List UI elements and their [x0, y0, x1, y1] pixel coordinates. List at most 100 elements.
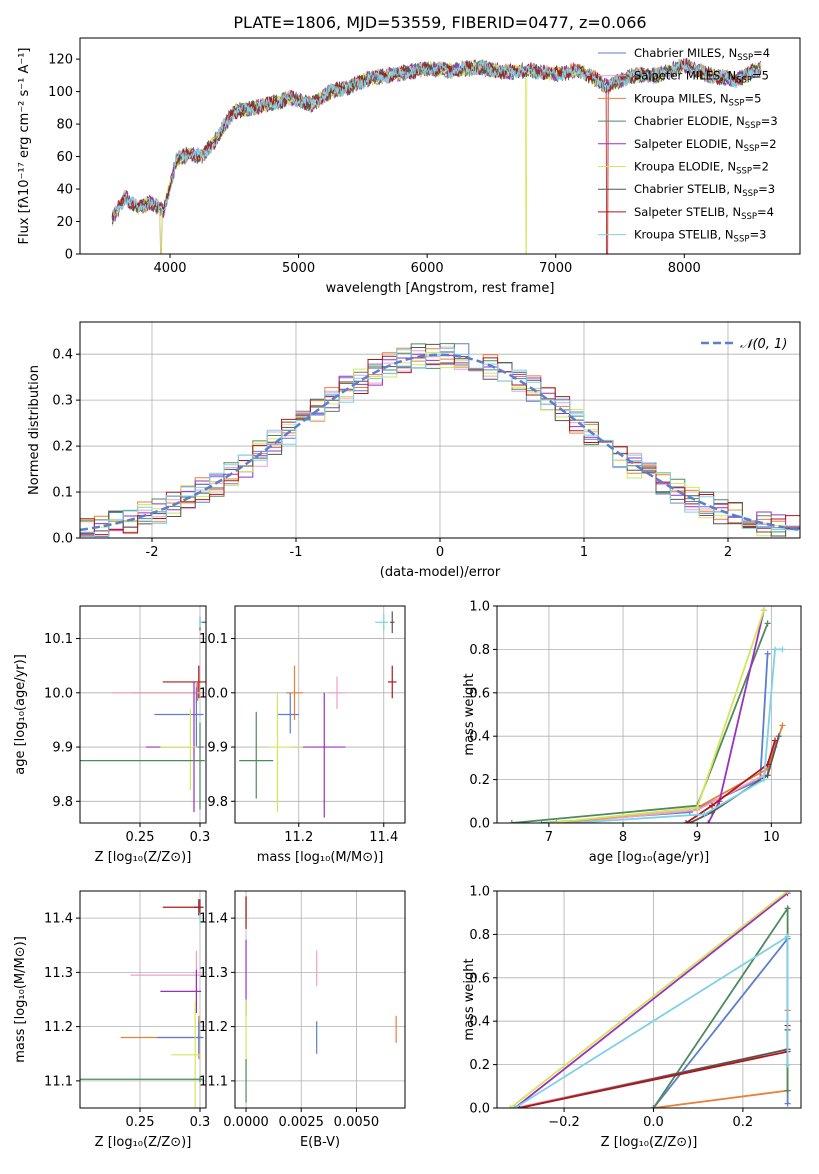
y-tick-label: 0.6 — [469, 971, 490, 986]
panel-mass-vs-Z: 0.25 0.3 11.1 11.2 11.3 11.4 Z [log₁₀(Z/Z⊙)] ma… — [13, 890, 210, 1150]
legend-subscript: SSP — [736, 167, 752, 177]
x-axis-label: E(B-V) — [300, 1135, 340, 1150]
plot-area — [245, 896, 397, 1103]
x-tick-label: 5000 — [282, 261, 315, 276]
x-tick-label: 4000 — [153, 261, 186, 276]
spectrum-line — [111, 59, 762, 254]
y-tick-label: 0.2 — [469, 773, 490, 788]
y-tick-label: 120 — [48, 53, 73, 68]
plot-area — [508, 607, 786, 823]
y-tick-label: 0.4 — [52, 348, 73, 363]
weight-marker — [568, 820, 575, 823]
legend-label: Chabrier STELIB, NSSP=3 — [634, 182, 775, 199]
x-axis-label: Z [log₁₀(Z/Z⊙)] — [95, 850, 192, 865]
y-tick-label: 0.4 — [469, 1015, 490, 1030]
weight-marker — [764, 650, 771, 657]
y-axis-label: age [log₁₀(age/yr)] — [13, 654, 28, 775]
x-tick-label: 0.0025 — [278, 1115, 324, 1130]
y-tick-label: 0.2 — [52, 440, 73, 455]
weight-marker — [784, 1061, 791, 1068]
x-tick-label: 8 — [619, 830, 627, 845]
weight-marker — [553, 820, 560, 823]
y-tick-label: 0.8 — [469, 928, 490, 943]
cumulative-weight-line — [653, 1010, 789, 1108]
x-tick-label: 0.25 — [126, 830, 155, 845]
weight-marker — [775, 733, 782, 740]
panel-age-vs-Z: 0.25 0.3 9.8 9.9 10.0 10.1 Z [log₁₀(Z/Z⊙)] age … — [13, 605, 210, 865]
plot-area — [80, 899, 204, 1108]
y-tick-label: 9.9 — [52, 741, 73, 756]
x-tick-label: -1 — [290, 545, 303, 560]
y-tick-label: 0 — [65, 248, 73, 263]
y-tick-label: 9.9 — [207, 741, 228, 756]
y-tick-label: 10.0 — [199, 686, 228, 701]
cumulative-weight-line — [652, 936, 789, 1108]
cumulative-weight-line — [514, 934, 789, 1108]
axes-frame — [79, 605, 207, 824]
axes-frame — [79, 890, 207, 1109]
y-axis-label: Normed distribution — [27, 365, 42, 495]
y-tick-label: 0.0 — [469, 1102, 490, 1117]
x-tick-label: 7 — [545, 830, 553, 845]
cumulative-weight-line — [509, 891, 789, 1108]
x-tick-label: −0.2 — [548, 1115, 580, 1130]
legend-label: Kroupa ELODIE, NSSP=2 — [634, 160, 769, 177]
axes-frame — [234, 605, 406, 824]
y-tick-label: 10.1 — [199, 632, 228, 647]
weight-marker — [701, 811, 708, 818]
legend-label: Salpeter ELODIE, NSSP=2 — [634, 137, 777, 154]
plot-area — [239, 611, 397, 818]
legend-label: Chabrier ELODIE, NSSP=3 — [634, 114, 778, 131]
legend-value: =4 — [753, 46, 770, 60]
x-tick-label: 0.2 — [733, 1115, 754, 1130]
y-tick-label: 11.3 — [199, 966, 228, 981]
y-tick-label: 11.1 — [44, 1074, 73, 1089]
x-tick-label: 2 — [724, 545, 732, 560]
weight-marker — [508, 820, 515, 823]
x-tick-label: 11.4 — [369, 830, 398, 845]
legend-label: Salpeter STELIB, NSSP=4 — [634, 205, 774, 222]
legend-value: =3 — [758, 182, 775, 196]
y-tick-label: 11.1 — [199, 1074, 228, 1089]
x-tick-label: 10 — [763, 830, 780, 845]
y-axis-label: Flux [fλ10⁻¹⁷ erg cm⁻² s⁻¹ A⁻¹] — [17, 48, 32, 245]
plot-area — [507, 891, 791, 1108]
x-axis-label: age [log₁₀(age/yr)] — [589, 850, 710, 865]
x-tick-label: 11.2 — [284, 830, 313, 845]
legend-value: =4 — [757, 205, 774, 219]
weight-marker — [784, 1100, 791, 1107]
x-tick-label: 0.25 — [126, 1115, 155, 1130]
legend-value: =5 — [744, 91, 761, 105]
gaussian-legend-label: 𝒩(0, 1) — [740, 337, 787, 352]
axes-frame — [496, 605, 802, 824]
y-tick-label: 0.0 — [52, 532, 73, 547]
y-tick-label: 60 — [56, 150, 73, 165]
y-tick-label: 0.1 — [52, 486, 73, 501]
weight-marker — [779, 722, 786, 729]
weight-marker — [545, 820, 552, 823]
y-tick-label: 0.2 — [469, 1058, 490, 1073]
panel-residuals: -2 -1 0 1 2 0.0 0.1 0.2 0.3 0.4 (data-model)/error… — [27, 321, 801, 580]
weight-marker — [705, 820, 712, 823]
y-tick-label: 80 — [56, 118, 73, 133]
spectrum-line — [111, 59, 762, 254]
weight-marker — [709, 802, 716, 809]
weight-marker — [772, 646, 779, 653]
x-axis-label: mass [log₁₀(M/M⊙)] — [257, 850, 384, 865]
weight-marker — [650, 1105, 657, 1108]
y-tick-label: 9.8 — [52, 795, 73, 810]
legend-subscript: SSP — [744, 144, 760, 154]
plot-area — [111, 57, 762, 254]
plot-area — [80, 343, 800, 538]
panel-age-vs-mass: 11.2 11.4 9.8 9.9 10.0 10.1 mass [log₁₀(M/M⊙)] — [199, 605, 406, 865]
panel-mass-weight-vs-age: 7 8 9 10 0.0 0.2 0.4 0.6 0.8 1.0 age [log₁₀(age/yr… — [462, 600, 802, 865]
legend-label: Kroupa STELIB, NSSP=3 — [634, 228, 766, 245]
x-axis-label: Z [log₁₀(Z/Z⊙)] — [601, 1135, 698, 1150]
legend-value: =2 — [752, 160, 769, 174]
y-tick-label: 0.3 — [52, 394, 73, 409]
x-tick-label: 6000 — [411, 261, 444, 276]
histogram-step — [80, 355, 800, 536]
panel-spectrum: 4000 5000 6000 7000 8000 0 20 40 60 80 100 120 wavel… — [17, 37, 801, 296]
weight-marker — [784, 905, 791, 912]
legend-subscript: SSP — [734, 235, 750, 245]
